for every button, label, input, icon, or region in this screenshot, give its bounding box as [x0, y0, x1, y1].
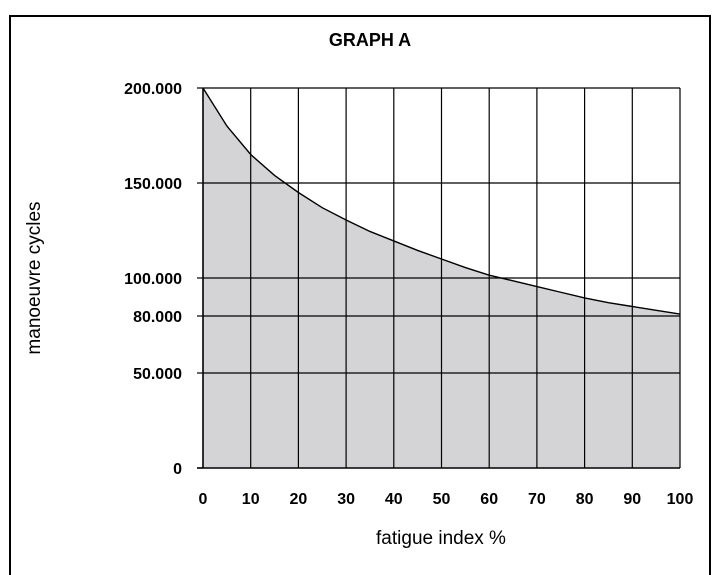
y-tick-label: 50.000 — [133, 366, 182, 383]
x-tick-label: 80 — [576, 491, 594, 508]
x-tick-label: 40 — [385, 491, 403, 508]
x-tick-label: 20 — [290, 491, 308, 508]
y-tick-label: 150.000 — [124, 176, 182, 193]
y-tick-label: 0 — [173, 461, 182, 478]
x-axis-label: fatigue index % — [376, 528, 506, 549]
x-tick-label: 30 — [337, 491, 355, 508]
series-line — [202, 87, 681, 315]
chart-title: GRAPH A — [329, 30, 411, 50]
x-tick-label: 90 — [623, 491, 641, 508]
y-tick-label: 80.000 — [133, 309, 182, 326]
y-axis-label: manoeuvre cycles — [24, 201, 45, 354]
x-tick-label: 50 — [433, 491, 451, 508]
y-tick-label: 200.000 — [124, 81, 182, 98]
x-tick-label: 70 — [528, 491, 546, 508]
x-tick-label: 100 — [667, 491, 694, 508]
x-tick-label: 10 — [242, 491, 260, 508]
x-tick-label: 60 — [480, 491, 498, 508]
x-tick-label: 0 — [199, 491, 208, 508]
y-tick-label: 100.000 — [124, 271, 182, 288]
